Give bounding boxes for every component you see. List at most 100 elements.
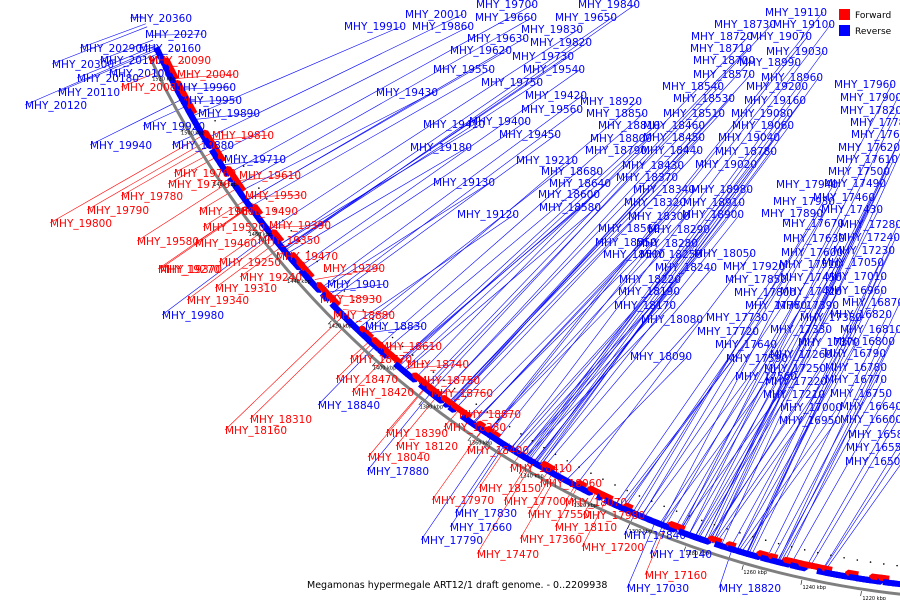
label-connector bbox=[366, 392, 432, 472]
gene-label: MHY_18220 bbox=[619, 274, 681, 286]
forward-gene-arrow bbox=[359, 325, 375, 340]
tick-mark bbox=[151, 75, 157, 79]
gene-label: MHY_19080 bbox=[731, 108, 793, 120]
label-connector bbox=[57, 49, 158, 93]
gap-marker bbox=[307, 250, 310, 253]
label-connector bbox=[496, 61, 798, 441]
label-connector bbox=[86, 138, 210, 211]
reverse-gene-arrow bbox=[288, 257, 302, 271]
gene-label: MHY_17800 bbox=[734, 287, 796, 299]
gene-label: MHY_19530 bbox=[245, 190, 307, 202]
gene-label: MHY_19600 bbox=[199, 206, 261, 218]
gene-label: MHY_17640 bbox=[715, 339, 777, 351]
label-connector bbox=[534, 99, 803, 464]
label-connector bbox=[89, 98, 183, 146]
gap-marker bbox=[675, 510, 678, 512]
gene-label: MHY_19100 bbox=[773, 19, 835, 31]
label-connector bbox=[557, 318, 700, 477]
reverse-gene-arrow bbox=[366, 337, 377, 348]
gene-label: MHY_17230 bbox=[833, 245, 895, 257]
label-connector bbox=[554, 482, 580, 528]
label-connector bbox=[712, 380, 824, 544]
label-connector bbox=[385, 384, 428, 434]
gene-label: MHY_18990 bbox=[739, 57, 801, 69]
gene-label: MHY_19310 bbox=[215, 283, 277, 295]
gene-label: MHY_19350 bbox=[258, 235, 320, 247]
label-connector bbox=[319, 181, 492, 292]
gap-marker bbox=[401, 345, 404, 348]
reverse-gene-arrow bbox=[534, 461, 549, 472]
gene-label: MHY_17250 bbox=[764, 363, 826, 375]
label-connector bbox=[157, 203, 254, 270]
label-connector bbox=[357, 159, 575, 330]
gene-label: MHY_18320 bbox=[624, 197, 686, 209]
gap-marker bbox=[626, 489, 628, 492]
label-connector bbox=[624, 278, 784, 510]
label-connector bbox=[694, 290, 839, 538]
gene-label: MHY_17330 bbox=[770, 324, 832, 336]
gene-label: MHY_17490 bbox=[824, 178, 886, 190]
gene-label: MHY_17500 bbox=[828, 166, 890, 178]
gene-label: MHY_19430 bbox=[376, 87, 438, 99]
gap-marker bbox=[258, 187, 260, 189]
tick-mark bbox=[286, 276, 291, 280]
gene-label: MHY_18930 bbox=[320, 294, 382, 306]
gene-label: MHY_18390 bbox=[386, 428, 448, 440]
label-connector bbox=[249, 68, 492, 207]
gene-label: MHY_19830 bbox=[521, 24, 583, 36]
gene-labels: MHY_20360MHY_20270MHY_20290MHY_20160MHY_… bbox=[25, 0, 900, 595]
gap-marker bbox=[343, 290, 346, 292]
forward-gene-arrow bbox=[301, 265, 315, 280]
label-connector bbox=[688, 109, 899, 536]
gene-label: MHY_19240 bbox=[240, 272, 302, 284]
gene-label: MHY_19340 bbox=[187, 295, 249, 307]
label-connector bbox=[766, 313, 889, 560]
gene-label: MHY_19400 bbox=[469, 116, 531, 128]
gene-label: MHY_16550 bbox=[846, 442, 900, 454]
tick-mark bbox=[572, 498, 575, 504]
label-connector bbox=[661, 83, 893, 525]
label-connector bbox=[632, 212, 820, 513]
label-connector bbox=[423, 47, 749, 388]
gene-label: MHY_18160 bbox=[225, 425, 287, 437]
label-connector bbox=[395, 393, 440, 447]
gene-label: MHY_19250 bbox=[219, 257, 281, 269]
label-connector bbox=[448, 176, 675, 407]
gene-label: MHY_18560 bbox=[598, 223, 660, 235]
gene-label: MHY_16600 bbox=[840, 414, 900, 426]
gap-marker bbox=[242, 165, 245, 167]
label-connector bbox=[79, 23, 146, 49]
gap-marker bbox=[497, 418, 500, 421]
label-connector bbox=[703, 182, 883, 541]
gene-label: MHY_17620 bbox=[838, 142, 900, 154]
gene-label: MHY_19040 bbox=[718, 132, 780, 144]
forward-gene-arrow bbox=[252, 203, 264, 217]
gene-label: MHY_18090 bbox=[630, 351, 692, 363]
gene-label: MHY_19200 bbox=[746, 81, 808, 93]
forward-gene-arrow bbox=[168, 66, 179, 81]
gene-label: MHY_17160 bbox=[645, 570, 707, 582]
gene-label: MHY_18280 bbox=[636, 238, 698, 250]
tick-mark bbox=[327, 320, 332, 325]
gap-marker bbox=[422, 362, 424, 365]
gene-label: MHY_17970 bbox=[432, 495, 494, 507]
label-connector bbox=[539, 213, 741, 467]
gene-label: MHY_17550 bbox=[528, 509, 590, 521]
forward-gene-arrow bbox=[187, 102, 198, 116]
gap-marker bbox=[650, 500, 653, 503]
gap-marker bbox=[882, 563, 885, 565]
label-connector bbox=[247, 194, 304, 198]
gene-label: MHY_17630 bbox=[783, 233, 845, 245]
label-connector bbox=[221, 158, 283, 166]
label-connector bbox=[448, 112, 722, 407]
gene-label: MHY_19820 bbox=[530, 37, 592, 49]
gene-label: MHY_17820 bbox=[840, 105, 900, 117]
genome-backbone bbox=[147, 55, 900, 596]
label-connector bbox=[245, 49, 509, 202]
gap-marker bbox=[411, 354, 414, 356]
label-connector bbox=[249, 318, 353, 420]
label-connector bbox=[328, 294, 379, 300]
label-connector bbox=[741, 419, 838, 553]
label-connector bbox=[615, 265, 782, 506]
